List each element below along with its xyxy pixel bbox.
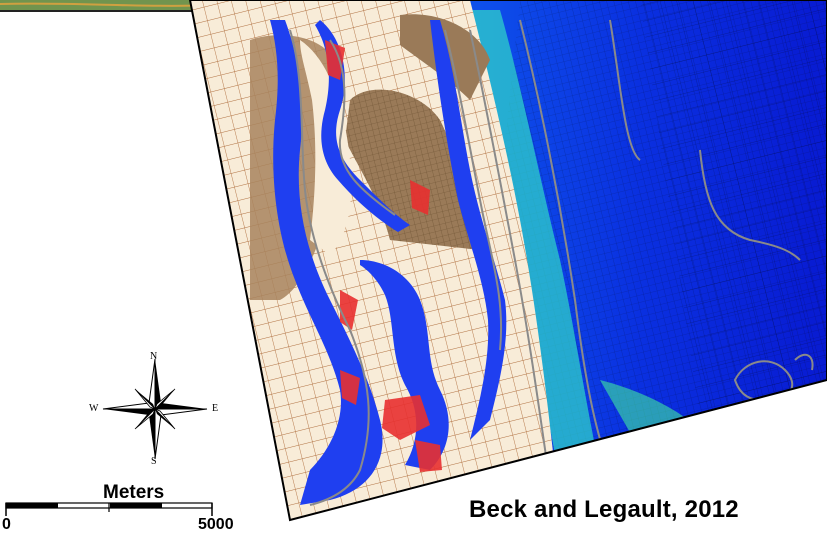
scale-min-label: 0 [2,516,11,533]
compass-north-label: N [150,351,158,362]
compass-west-label: W [89,403,99,414]
compass-rose [102,358,208,460]
scale-max-label: 5000 [198,516,234,533]
compass-east-label: E [212,403,219,414]
compass-south-label: S [151,456,157,467]
citation-text: Beck and Legault, 2012 [469,496,739,523]
scale-bar [5,502,213,516]
model-domain [190,0,827,520]
scale-unit-label: Meters [103,482,165,503]
model-domain-border [188,0,827,522]
